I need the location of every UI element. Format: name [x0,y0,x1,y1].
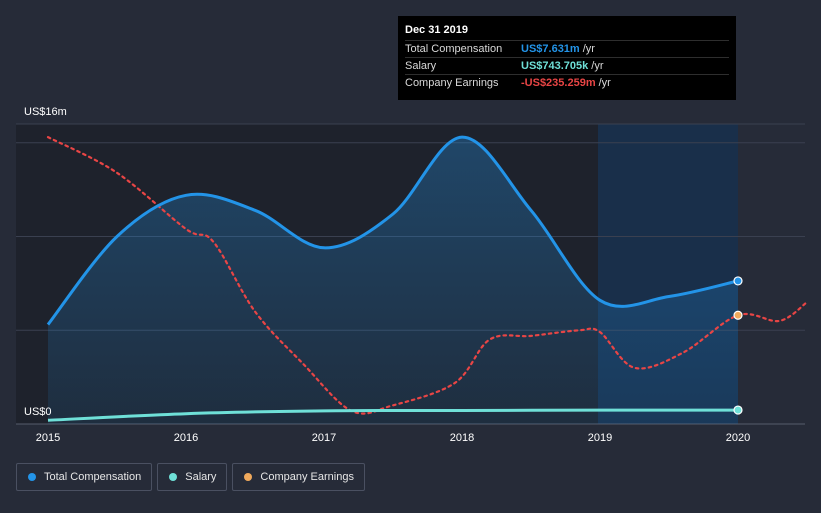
tooltip-unit: /yr [591,60,604,72]
legend-company-earnings[interactable]: Company Earnings [232,463,365,491]
end-markers [733,276,743,415]
x-axis: 2015 2016 2017 2018 2019 2020 [36,432,750,444]
tooltip-row-total-compensation: Total Compensation US$7.631m /yr [405,40,729,57]
total-compensation-marker [733,276,743,286]
legend-dot-icon [28,473,36,481]
tooltip-label: Company Earnings [405,77,499,89]
legend-dot-icon [244,473,253,481]
legend-total-compensation[interactable]: Total Compensation [16,463,153,491]
tooltip-row-company-earnings: Company Earnings -US$235.259m /yr [405,74,729,91]
total-compensation-line [46,135,739,326]
y-tick-label: US$16m [24,106,67,118]
legend-label: Total Compensation [44,471,142,483]
legend-label: Company Earnings [260,471,354,483]
salary-marker [733,405,743,415]
tooltip-label: Total Compensation [405,43,503,55]
legend-label: Salary [185,471,217,483]
x-tick-label: 2017 [312,432,336,444]
tooltip: Dec 31 2019 Total Compensation US$7.631m… [398,16,736,100]
x-tick-label: 2019 [588,432,612,444]
company-earnings-line [46,136,809,415]
tooltip-value: US$7.631m [521,43,580,55]
tooltip-row-salary: Salary US$743.705k /yr [405,57,729,74]
tooltip-label: Salary [405,60,437,72]
legend-salary[interactable]: Salary [157,463,228,491]
tooltip-value: -US$235.259m [521,77,596,89]
salary-line [47,408,738,422]
legend-dot-icon [169,473,178,481]
tooltip-unit: /yr [582,43,595,55]
y-axis: US$16m US$0 [24,106,67,418]
legend: Total Compensation Salary Company Earnin… [16,463,365,491]
tooltip-value: US$743.705k [521,60,589,72]
tooltip-unit: /yr [598,77,611,89]
x-tick-label: 2016 [174,432,198,444]
y-tick-label: US$0 [24,406,52,418]
company-earnings-marker [733,310,743,320]
x-tick-label: 2018 [450,432,474,444]
x-tick-label: 2015 [36,432,60,444]
x-tick-label: 2020 [726,432,750,444]
total-compensation-area [48,137,738,424]
tooltip-date: Dec 31 2019 [405,24,468,36]
